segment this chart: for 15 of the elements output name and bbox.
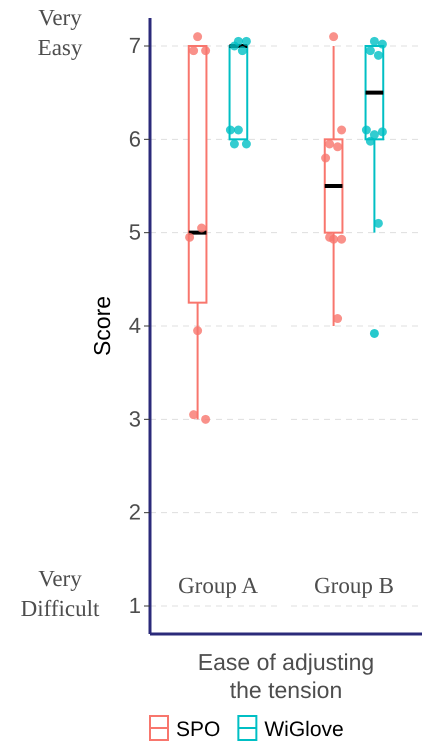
y-tick-label: 5 <box>128 220 141 245</box>
text: Very Difficult <box>20 566 100 621</box>
y-tick-label: 4 <box>128 313 141 338</box>
x-tick-label: Group B <box>314 573 394 598</box>
y-tick-label: 6 <box>128 126 141 152</box>
x-tick-label: Group A <box>178 573 258 598</box>
y-tick-label: 1 <box>128 593 141 618</box>
legend-label: SPO <box>176 718 220 741</box>
y-tick-label: 7 <box>128 33 141 58</box>
text: Very Easy <box>38 5 83 60</box>
y-tick-label: 3 <box>128 406 141 432</box>
x-axis-title: Ease of adjusting the tension <box>198 649 374 703</box>
legend-label: WiGlove <box>264 718 344 741</box>
y-axis-title: Score <box>89 296 115 356</box>
y-tick-label: 2 <box>128 500 141 525</box>
